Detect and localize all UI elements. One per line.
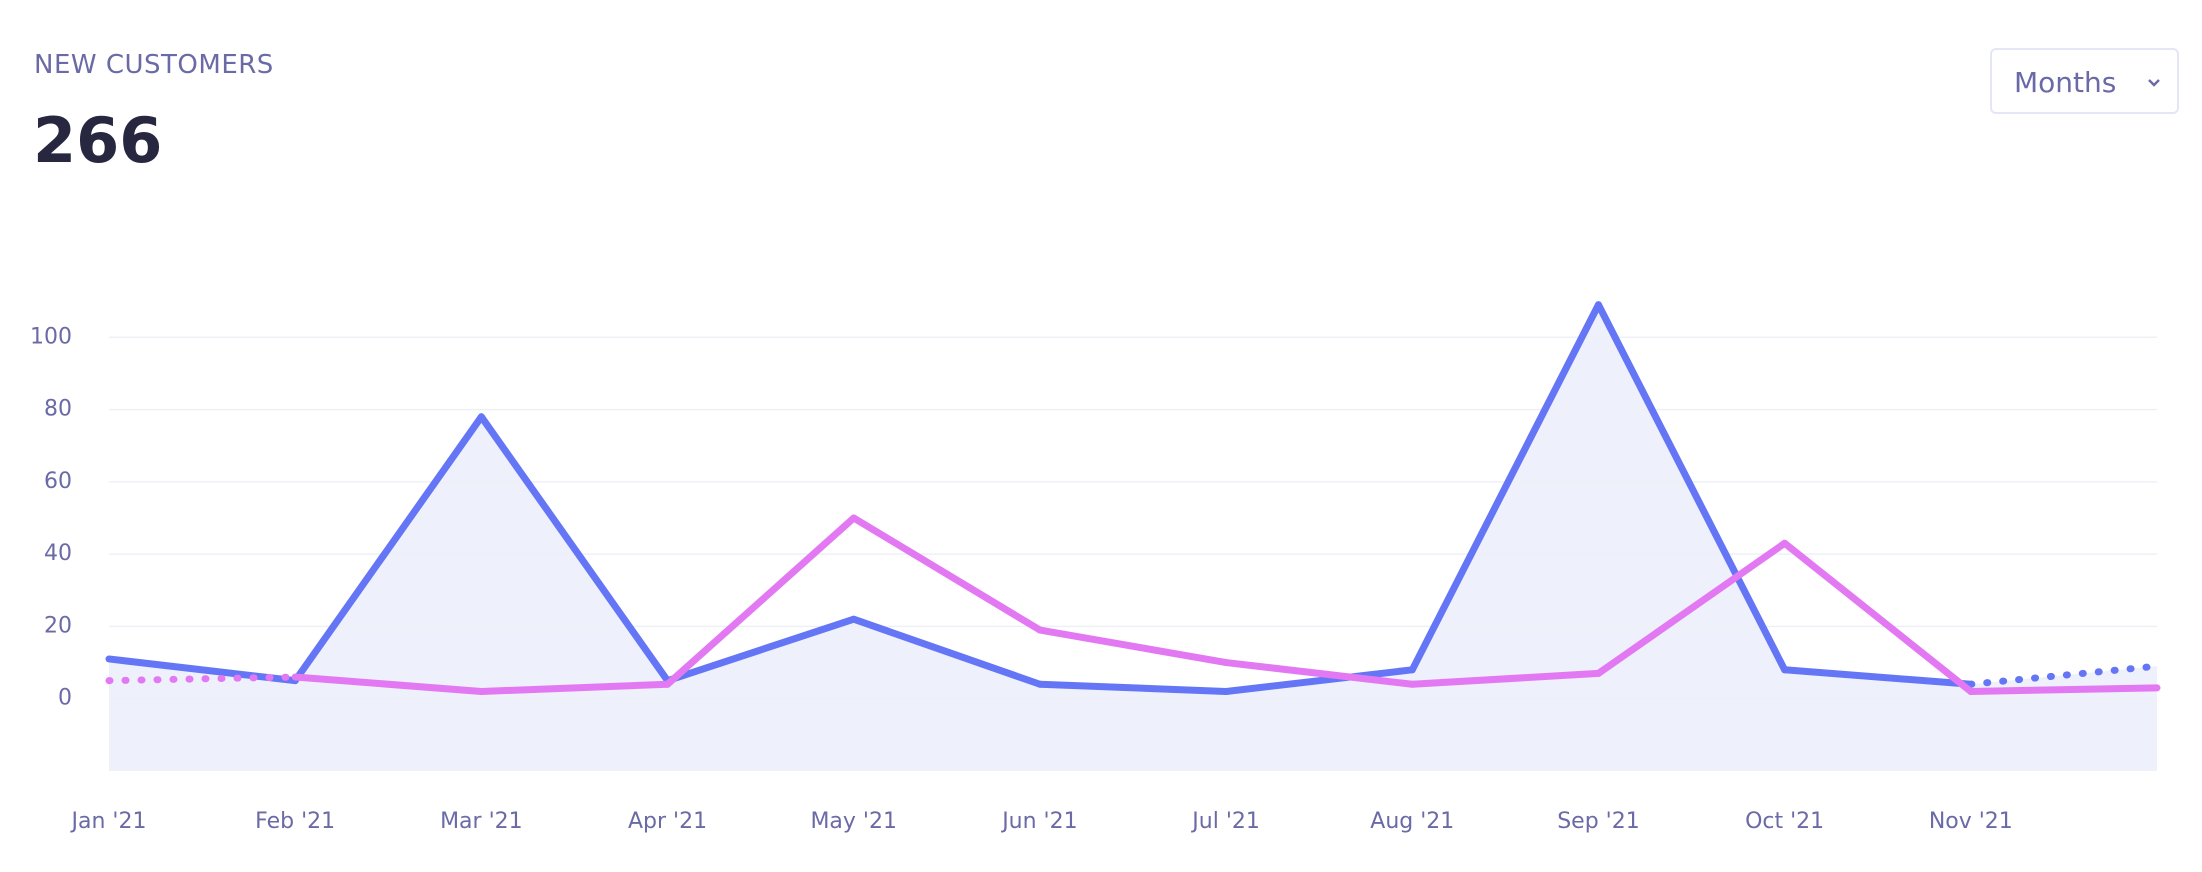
line-segment xyxy=(1222,659,1416,688)
line-segment xyxy=(1222,666,1416,695)
series-area xyxy=(109,304,2157,771)
x-tick-label: Sep '21 xyxy=(1557,809,1640,834)
line-segment-dotted xyxy=(1967,662,2161,688)
line-segment xyxy=(1967,684,2161,695)
x-tick-label: Apr '21 xyxy=(628,809,707,834)
line-segment xyxy=(850,615,1044,688)
line-segment xyxy=(664,514,858,688)
line-segment xyxy=(1408,301,1602,674)
line-segment xyxy=(1594,301,1789,674)
x-tick-label: Jun '21 xyxy=(1000,809,1077,834)
x-tick-label: Jul '21 xyxy=(1190,809,1260,834)
x-tick-label: Oct '21 xyxy=(1745,809,1824,834)
y-tick-label: 40 xyxy=(44,541,72,566)
line-segment xyxy=(477,680,672,695)
x-tick-label: Mar '21 xyxy=(440,809,523,834)
line-segment xyxy=(1781,666,1975,688)
x-tick-label: Aug '21 xyxy=(1370,809,1454,834)
line-segment xyxy=(850,514,1044,634)
chevron-icon xyxy=(2148,79,2160,87)
line-segment xyxy=(291,413,485,685)
line-segment xyxy=(477,413,672,685)
line-segment xyxy=(1408,669,1602,688)
y-tick-label: 100 xyxy=(30,324,72,349)
y-tick-label: 20 xyxy=(44,613,72,638)
dropdown-label: Months xyxy=(2014,66,2117,99)
line-segment-dotted xyxy=(105,673,299,685)
x-tick-label: Feb '21 xyxy=(255,809,335,834)
y-tick-label: 60 xyxy=(44,469,72,494)
line-segment xyxy=(664,615,858,685)
line-segment xyxy=(1036,626,1230,667)
x-tick-label: Nov '21 xyxy=(1929,809,2013,834)
period-dropdown[interactable]: Months xyxy=(1990,48,2179,114)
widget-title: NEW CUSTOMERS xyxy=(34,50,274,80)
total-value: 266 xyxy=(33,104,163,177)
line-segment xyxy=(1594,539,1789,677)
y-tick-label: 0 xyxy=(58,686,72,711)
y-tick-label: 80 xyxy=(44,397,72,422)
line-segment xyxy=(1781,539,1975,695)
line-segment xyxy=(291,673,485,695)
x-tick-label: May '21 xyxy=(810,809,897,834)
line-segment xyxy=(105,655,299,685)
line-segment xyxy=(1036,680,1230,695)
x-tick-label: Jan '21 xyxy=(70,809,147,834)
